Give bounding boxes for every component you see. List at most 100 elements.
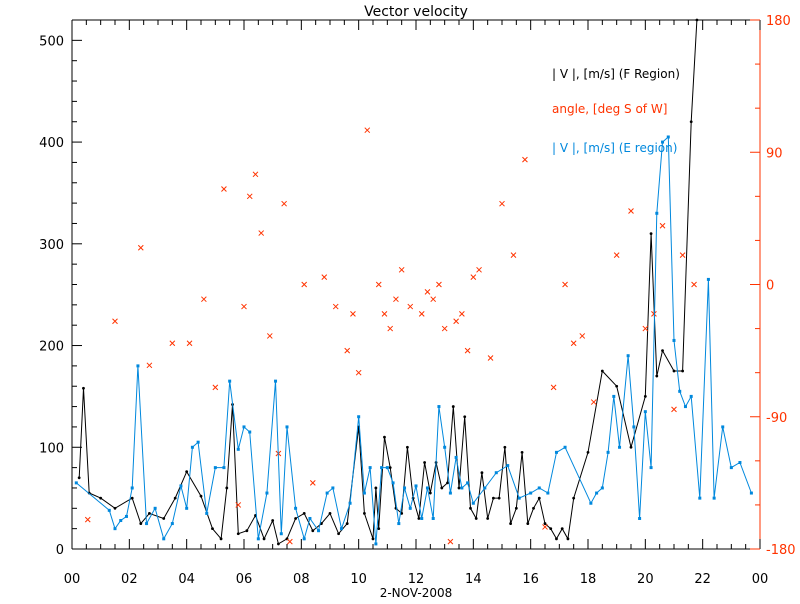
data-point (474, 517, 478, 520)
data-point (212, 384, 219, 391)
data-point (425, 486, 429, 490)
data-point (266, 333, 273, 339)
data-point (281, 200, 287, 207)
data-point (294, 517, 297, 520)
chart-title: Vector velocity (364, 4, 468, 20)
data-point (666, 135, 670, 139)
data-point (363, 511, 366, 515)
data-point (119, 519, 123, 523)
data-point (451, 405, 455, 408)
data-point (638, 516, 642, 520)
data-point (590, 399, 597, 405)
data-point (689, 394, 693, 398)
data-point (454, 455, 458, 459)
data-point (618, 445, 622, 449)
x-tick-label: 04 (178, 572, 195, 587)
y-right-tick-label: 180 (766, 14, 791, 29)
data-point (99, 496, 103, 500)
data-point (221, 186, 227, 192)
data-point (130, 496, 134, 500)
data-point (628, 208, 634, 214)
data-point (112, 318, 118, 325)
data-point (447, 538, 454, 545)
data-point (406, 445, 409, 449)
data-point (554, 450, 558, 454)
data-point (308, 516, 312, 520)
data-point (391, 481, 395, 485)
data-point (661, 349, 664, 353)
data-point (201, 296, 207, 303)
data-point (492, 496, 495, 500)
data-point (424, 288, 431, 295)
data-point (248, 430, 252, 434)
data-point (437, 405, 441, 409)
data-point (355, 369, 362, 376)
data-point (729, 466, 733, 470)
data-point (137, 244, 144, 251)
data-point (225, 486, 229, 490)
data-point (550, 384, 557, 391)
data-point (301, 281, 308, 288)
data-point (186, 340, 193, 347)
data-point (374, 542, 378, 546)
data-point (317, 529, 321, 533)
data-point (651, 311, 657, 317)
data-point (698, 496, 702, 500)
data-point (245, 529, 249, 533)
data-point (600, 369, 604, 373)
x-tick-label: 00 (64, 572, 81, 587)
data-point (362, 491, 366, 495)
data-point (339, 527, 343, 531)
x-tick-label: 18 (580, 572, 597, 587)
data-point (499, 200, 505, 207)
data-point (629, 445, 633, 449)
series-line (78, 19, 698, 545)
data-point (113, 527, 117, 531)
data-point (279, 532, 283, 536)
x-tick-label: 22 (694, 572, 711, 587)
data-point (661, 140, 665, 144)
y-right-tick-label: -90 (766, 411, 787, 426)
data-point (162, 517, 166, 520)
data-point (383, 435, 386, 439)
data-point (440, 486, 444, 490)
x-tick-label: 00 (752, 572, 769, 587)
data-point (364, 127, 371, 134)
data-point (655, 374, 659, 378)
data-point (543, 522, 547, 525)
y-left-tick-label: 100 (39, 441, 64, 456)
data-point (368, 466, 372, 470)
data-point (691, 281, 697, 288)
data-point (285, 425, 289, 429)
data-point (560, 527, 564, 531)
data-point (287, 538, 293, 545)
data-point (570, 340, 577, 347)
x-tick-label: 08 (293, 572, 310, 587)
data-point (252, 171, 259, 178)
data-point (514, 506, 518, 510)
data-point (321, 274, 328, 281)
data-point (246, 193, 253, 200)
data-point (185, 506, 189, 510)
data-point (170, 522, 174, 526)
data-point (562, 281, 568, 288)
data-point (139, 522, 143, 525)
data-point (136, 364, 140, 368)
data-point (357, 415, 361, 419)
data-point (600, 486, 604, 490)
data-point (162, 537, 166, 541)
data-point (517, 496, 521, 500)
legend: | V |, [m/s] (F Region) angle, [deg S of… (552, 67, 680, 155)
data-point (169, 340, 176, 347)
data-point (632, 425, 636, 429)
data-point (277, 542, 280, 546)
data-point (148, 511, 151, 515)
data-point (497, 496, 501, 500)
data-point (529, 491, 533, 495)
data-point (612, 394, 616, 398)
data-point (235, 502, 242, 508)
data-point (589, 501, 593, 505)
axes-group: 00 02 04 06 08 10 12 14 16 18 20 22 0001002003004005… (39, 14, 795, 587)
y-left-tick-label: 0 (56, 543, 64, 558)
